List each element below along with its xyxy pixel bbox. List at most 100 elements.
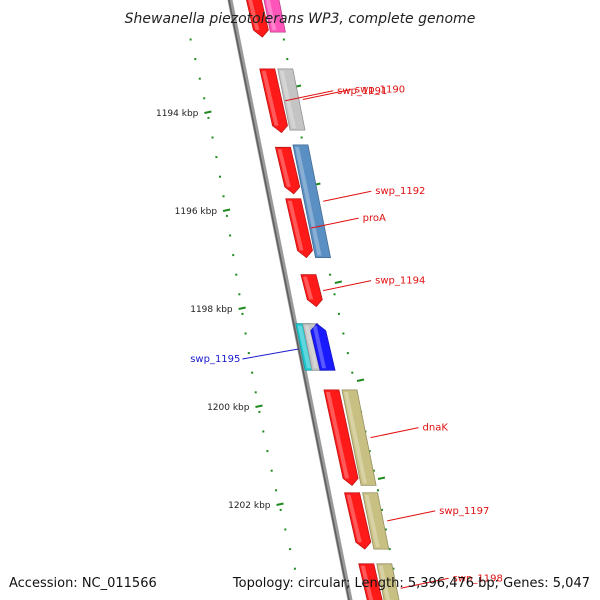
gene-label-line — [242, 348, 299, 360]
ruler-dot — [258, 410, 261, 413]
gene-g-1195blue[interactable] — [310, 323, 336, 371]
gene-label-proA[interactable]: proA — [363, 213, 386, 224]
gene-label-dnaK[interactable]: dnaK — [423, 423, 449, 434]
gene-swp_1191[interactable] — [259, 68, 288, 134]
ruler-dot — [232, 254, 235, 257]
gene-highlight — [304, 325, 319, 369]
gene-body[interactable] — [341, 389, 377, 486]
gene-highlight — [248, 0, 260, 31]
ruler-dot — [392, 567, 395, 570]
gene-label-line — [285, 90, 334, 102]
gene-highlight — [360, 565, 374, 600]
ruler-dot — [198, 77, 201, 80]
ruler-dot — [275, 489, 278, 492]
gene-g-1197red[interactable] — [344, 492, 372, 550]
ruler-dot — [372, 469, 375, 472]
gene-highlight — [312, 325, 327, 369]
ruler-dot — [222, 195, 225, 198]
ruler-dot — [342, 332, 345, 335]
gene-body[interactable] — [300, 274, 323, 308]
gene-label-swp_1195[interactable]: swp_1195 — [190, 354, 240, 365]
ruler-dot — [203, 97, 206, 100]
gene-label-line — [400, 577, 449, 589]
gene-label-line — [370, 427, 419, 439]
ruler-major-tick — [238, 306, 246, 310]
ruler-dot — [279, 508, 282, 511]
ruler-dot — [337, 312, 340, 315]
gene-label-line — [323, 280, 372, 292]
gene-body[interactable] — [274, 146, 301, 195]
ruler-dot — [270, 469, 273, 472]
ruler-dot — [289, 548, 292, 551]
gene-g-dnaKred[interactable] — [323, 389, 359, 486]
ruler-dot — [194, 58, 197, 61]
backbone-edge — [228, 0, 350, 600]
gene-highlight — [325, 391, 350, 479]
gene-g-1198red[interactable] — [358, 563, 384, 600]
gene-g-1192red[interactable] — [274, 146, 301, 195]
ruler-dot — [241, 312, 244, 315]
gene-g-top[interactable] — [243, 0, 269, 38]
gene-body[interactable] — [259, 68, 288, 134]
gene-label-swp_1191[interactable]: swp_1191 — [337, 86, 387, 97]
ruler-label: 1198 kbp — [190, 305, 233, 315]
gene-body[interactable] — [344, 492, 372, 550]
gene-body[interactable] — [292, 144, 331, 258]
ruler-dot — [225, 214, 228, 217]
gene-highlight — [346, 494, 362, 543]
gene-swp_1192[interactable] — [292, 144, 331, 258]
ruler-dot — [189, 38, 192, 41]
ruler-dot — [247, 352, 250, 355]
gene-label-line — [310, 217, 359, 229]
gene-body[interactable] — [285, 198, 313, 259]
ruler-dot — [215, 156, 218, 159]
ruler-dot — [368, 450, 371, 453]
ruler-dot — [254, 391, 257, 394]
gene-swp_1197[interactable] — [362, 492, 390, 550]
ruler-major-tick — [356, 378, 365, 382]
gene-highlight — [297, 325, 312, 369]
ruler-dot — [293, 567, 296, 570]
gene-body[interactable] — [310, 323, 336, 371]
gene-label-swp_1198[interactable]: swp_1198 — [453, 573, 503, 584]
ruler-label: 1196 kbp — [175, 207, 218, 217]
gene-dnaK[interactable] — [341, 389, 377, 486]
gene-body[interactable] — [261, 0, 286, 33]
ruler-dot — [207, 116, 210, 119]
ruler-dot — [388, 548, 391, 551]
gene-label-swp_1194[interactable]: swp_1194 — [375, 276, 425, 287]
gene-g-pink[interactable] — [261, 0, 286, 33]
ruler-label: 1202 kbp — [228, 501, 271, 511]
gene-highlight — [302, 276, 314, 300]
ruler-dot — [333, 293, 336, 296]
gene-highlight — [277, 149, 291, 187]
gene-body[interactable] — [358, 563, 384, 600]
gene-label-line — [302, 89, 352, 101]
ruler-dot — [229, 234, 232, 237]
ruler-dot — [211, 136, 214, 139]
gene-label-swp_1190[interactable]: swp_1190 — [355, 85, 405, 96]
gene-body[interactable] — [243, 0, 269, 38]
ruler-dot — [380, 508, 383, 511]
gene-label-line — [323, 190, 372, 202]
backbone-line — [227, 0, 353, 600]
gene-body[interactable] — [362, 492, 390, 550]
gene-swp_1194[interactable] — [300, 274, 323, 308]
gene-body[interactable] — [323, 389, 359, 486]
gene-label-swp_1192[interactable]: swp_1192 — [375, 186, 425, 197]
ruler-dot — [351, 371, 354, 374]
ruler-dot — [286, 58, 289, 61]
gene-body[interactable] — [376, 563, 402, 600]
ruler-dot — [235, 273, 238, 276]
ruler-dot — [284, 528, 287, 531]
gene-proA[interactable] — [285, 198, 313, 259]
gene-label-swp_1197[interactable]: swp_1197 — [439, 506, 489, 517]
ruler-dot — [282, 38, 285, 41]
gene-highlight — [261, 70, 279, 126]
gene-highlight — [294, 146, 322, 256]
ruler-major-tick — [204, 110, 212, 114]
ruler-dot — [238, 293, 241, 296]
gene-swp_1198[interactable] — [376, 563, 402, 600]
